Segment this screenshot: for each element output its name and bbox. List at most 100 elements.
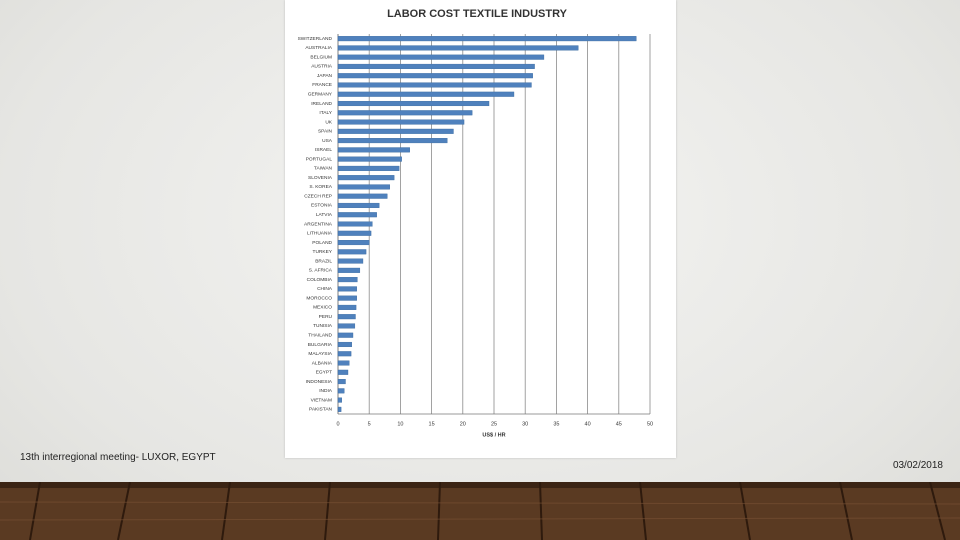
bar [337,323,356,329]
bar [337,295,357,301]
y-tick-label: JAPAN [317,73,333,79]
bar [337,277,358,283]
footer-left: 13th interregional meeting- LUXOR, EGYPT [20,452,216,463]
y-tick-label: INDIA [319,388,333,394]
y-tick-label: SLOVENIA [308,175,333,181]
bar [337,54,545,60]
chart-title: LABOR COST TEXTILE INDUSTRY [387,8,568,20]
y-tick-label: INDONESIA [306,379,333,385]
bar [337,119,465,125]
y-tick-label: VIETNAM [311,397,332,403]
y-tick-label: BELGIUM [310,54,332,60]
bar [337,45,579,51]
bar [337,360,350,366]
y-tick-label: AUSTRALIA [305,45,332,51]
bar [337,369,349,375]
bar [337,100,490,107]
y-tick-label: IRELAND [311,101,332,107]
bar [337,147,410,153]
y-tick-label: THAILAND [308,332,332,338]
bar [337,138,448,144]
bar [337,165,400,171]
bar [337,341,352,348]
bar [337,184,390,190]
y-tick-label: ALBANIA [312,360,333,366]
bar [337,304,357,310]
x-tick-label: 40 [585,421,591,427]
bar [337,110,473,116]
y-tick-label: PORTUGAL [306,156,333,162]
y-tick-label: ITALY [319,110,332,116]
bar [337,91,515,97]
bar [337,267,361,273]
bar [337,156,402,162]
x-tick-label: 20 [460,421,466,427]
y-tick-label: TUNISIA [313,323,333,329]
bar [337,221,373,227]
bar [337,286,357,292]
bar [337,82,532,88]
bar [337,388,345,394]
y-tick-label: USA [322,138,333,144]
y-tick-label: LATVIA [316,212,333,218]
bar [337,63,535,69]
bar [337,73,533,79]
wood-floor [0,482,960,540]
bar [337,249,367,255]
y-tick-label: PERU [319,314,333,320]
bar [337,379,346,385]
y-tick-label: UK [325,119,332,125]
bar [337,397,342,403]
y-tick-label: EGYPT [316,370,332,376]
x-tick-label: 25 [491,421,497,427]
bar [337,175,395,181]
y-tick-label: SPAIN [318,129,333,135]
y-tick-label: ESTONIA [311,203,333,209]
bar [337,351,352,357]
x-tick-label: 35 [553,421,559,427]
y-tick-label: BRAZIL [315,258,332,264]
bar [337,258,364,264]
y-tick-label: MOROCCO [306,295,332,301]
bar [337,332,354,338]
bar [337,406,342,412]
bar [337,36,637,42]
y-tick-label: MALAYSIA [308,351,332,357]
chart-image: LABOR COST TEXTILE INDUSTRY US$ / HR 0 5 1… [285,0,676,458]
bar [337,128,454,134]
y-tick-label: ISRAEL [315,147,332,153]
x-tick-label: 45 [616,421,622,427]
y-tick-label: FRANCE [312,82,332,88]
y-tick-label: ARGENTINA [304,221,333,227]
bar [337,193,388,199]
y-tick-label: POLAND [312,240,332,246]
footer-right: 03/02/2018 [892,460,943,471]
y-tick-label: S. KOREA [309,184,332,190]
x-tick-label: 50 [647,421,653,427]
bar [337,240,370,246]
y-tick-label: LITHUANIA [307,231,333,237]
x-axis-label: US$ / HR [482,432,505,438]
y-tick-label: SWITZERLAND [298,36,333,42]
bar [337,212,377,218]
y-tick-label: PAKISTAN [309,407,333,413]
y-tick-label: BULGARIA [308,342,333,348]
y-tick-label: CHINA [317,286,333,292]
bar [337,202,380,208]
x-tick-label: 30 [522,421,528,427]
x-tick-label: 15 [429,421,435,427]
x-tick-label: 0 [336,421,339,427]
y-tick-label: COLOMBIA [307,277,333,283]
y-tick-label: S. AFRICA [309,268,333,274]
x-tick-label: 5 [368,421,371,427]
y-tick-label: MEXICO [313,305,332,311]
y-tick-label: TURKEY [313,249,333,255]
chart: LABOR COST TEXTILE INDUSTRY US$ / HR 0 5 1… [298,8,653,439]
y-tick-label: GERMANY [308,92,333,98]
bar [337,230,372,236]
y-tick-label: AUSTRIA [311,64,333,70]
y-tick-label: CZECH REP [304,193,332,199]
bar [337,314,356,320]
x-tick-label: 10 [397,421,403,427]
